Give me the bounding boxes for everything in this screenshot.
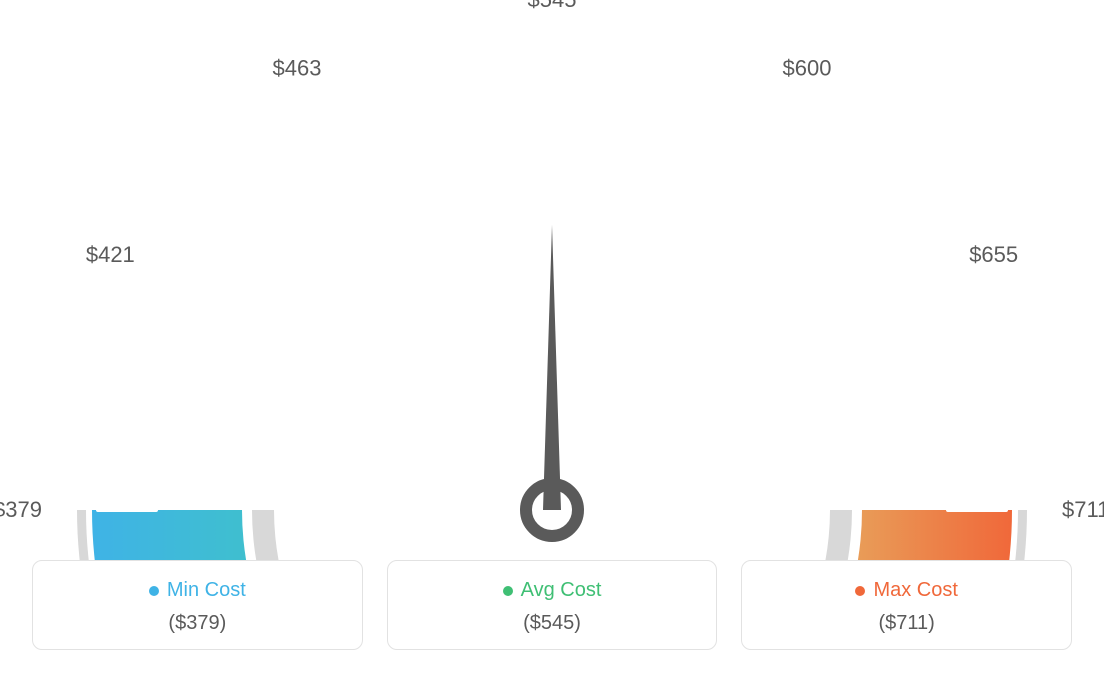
svg-text:$463: $463 — [273, 55, 322, 80]
svg-text:$655: $655 — [969, 242, 1018, 267]
max-label: Max Cost — [873, 579, 957, 602]
svg-text:$421: $421 — [86, 242, 135, 267]
avg-label: Avg Cost — [521, 579, 602, 602]
svg-text:$711: $711 — [1062, 497, 1104, 522]
max-value: ($711) — [754, 612, 1059, 635]
avg-value: ($545) — [400, 612, 705, 635]
min-label: Min Cost — [167, 579, 246, 602]
svg-text:$600: $600 — [783, 55, 832, 80]
avg-dot — [503, 586, 513, 596]
svg-text:$545: $545 — [528, 0, 577, 12]
min-cost-card: Min Cost ($379) — [32, 560, 363, 650]
max-cost-card: Max Cost ($711) — [741, 560, 1072, 650]
min-dot — [149, 586, 159, 596]
gauge-chart: $379 $421 $463 $545 $600 $655 $711 — [0, 0, 1104, 560]
max-dot — [855, 586, 865, 596]
avg-cost-card: Avg Cost ($545) — [387, 560, 718, 650]
svg-text:$379: $379 — [0, 497, 42, 522]
min-value: ($379) — [45, 612, 350, 635]
summary-cards: Min Cost ($379) Avg Cost ($545) Max Cost… — [0, 560, 1104, 674]
